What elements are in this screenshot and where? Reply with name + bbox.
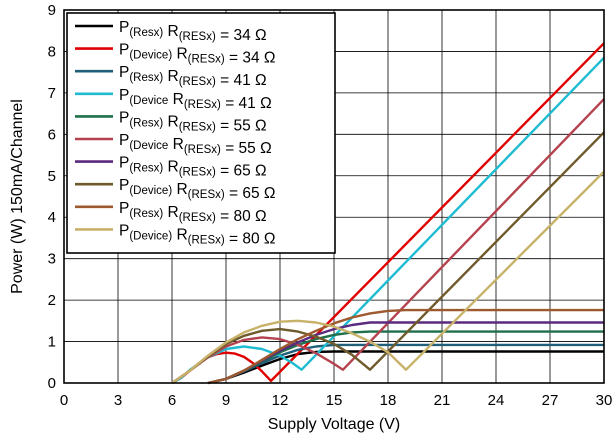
plot-frame <box>63 9 605 384</box>
legend-entry: P(Device) R(RESx) = 80 Ω <box>119 222 276 247</box>
y-tick-label: 5 <box>48 168 56 185</box>
x-tick-label: 18 <box>380 392 397 409</box>
y-tick-label: 0 <box>48 375 56 392</box>
legend: P(Resx) R(RESx) = 34 ΩP(Device) R(RESx) … <box>66 12 336 254</box>
legend-box <box>66 12 336 254</box>
y-tick-label: 7 <box>48 85 56 102</box>
series-lines <box>171 42 605 385</box>
legend-entry: P(Resx) R(RESx) = 65 Ω <box>119 155 267 180</box>
x-tick-label: 0 <box>60 392 68 409</box>
x-tick-label: 21 <box>434 392 451 409</box>
x-tick-label: 27 <box>542 392 559 409</box>
y-tick-label: 6 <box>48 126 56 143</box>
x-tick-label: 9 <box>222 392 230 409</box>
y-tick-label: 4 <box>48 209 56 226</box>
legend-entry: P(Device R(RESx) = 41 Ω <box>119 87 272 112</box>
y-tick-label: 2 <box>48 292 56 309</box>
x-tick-label: 12 <box>272 392 289 409</box>
series-line <box>207 308 604 385</box>
x-tick-labels: 0 3 6 9 12 15 18 21 24 27 30 <box>60 392 613 409</box>
series-line <box>171 170 605 384</box>
x-tick-label: 24 <box>488 392 505 409</box>
legend-entry: P(Device) R(RESx) = 34 Ω <box>119 42 276 67</box>
x-tick-label: 6 <box>168 392 176 409</box>
legend-entry: P(Resx) R(RESx) = 41 Ω <box>119 64 267 89</box>
legend-entry: P(Device) R(RESx) = 65 Ω <box>119 177 276 202</box>
legend-entry: P(Resx) R(RESx) = 80 Ω <box>119 200 267 225</box>
legend-entry: P(Resx) R(RESx) = 34 Ω <box>119 19 267 44</box>
y-tick-label: 9 <box>48 2 56 19</box>
legend-entry: P(Resx) R(RESx) = 55 Ω <box>119 109 267 134</box>
legend-entry: P(Device R(RESx) = 55 Ω <box>119 132 272 157</box>
x-tick-label: 30 <box>596 392 613 409</box>
y-tick-label: 8 <box>48 43 56 60</box>
y-tick-label: 3 <box>48 251 56 268</box>
x-axis-label: Supply Voltage (V) <box>268 416 401 433</box>
x-tick-label: 15 <box>326 392 343 409</box>
x-tick-label: 3 <box>114 392 122 409</box>
y-tick-labels: 0 1 2 3 4 5 6 7 8 9 <box>48 2 56 392</box>
y-axis-label: Power (W) 150mA/Channel <box>9 99 26 294</box>
y-tick-label: 1 <box>48 334 56 351</box>
